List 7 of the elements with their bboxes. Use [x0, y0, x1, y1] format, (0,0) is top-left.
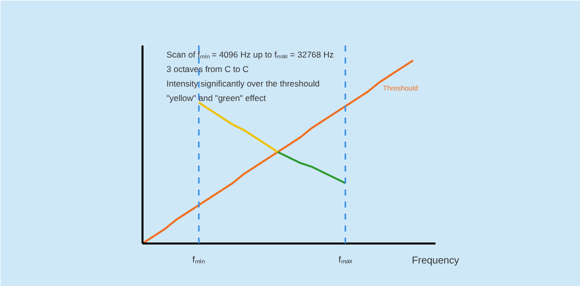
annotation: 3 octaves from C to C — [166, 64, 249, 74]
annotation: Intensity significantly over the threshould — [166, 78, 320, 88]
text: Scan of fₘᵢₙ = 4096 Hz up to fₘₐₓ = 32768 Hz — [166, 50, 334, 60]
x-tick-label: fₘₐₓ — [338, 254, 352, 264]
x-axis-title: Frequency — [412, 256, 460, 266]
annotation: "yellow" and "green" effect — [166, 93, 266, 103]
x-tick-label: fₘᵢₙ — [192, 254, 206, 264]
